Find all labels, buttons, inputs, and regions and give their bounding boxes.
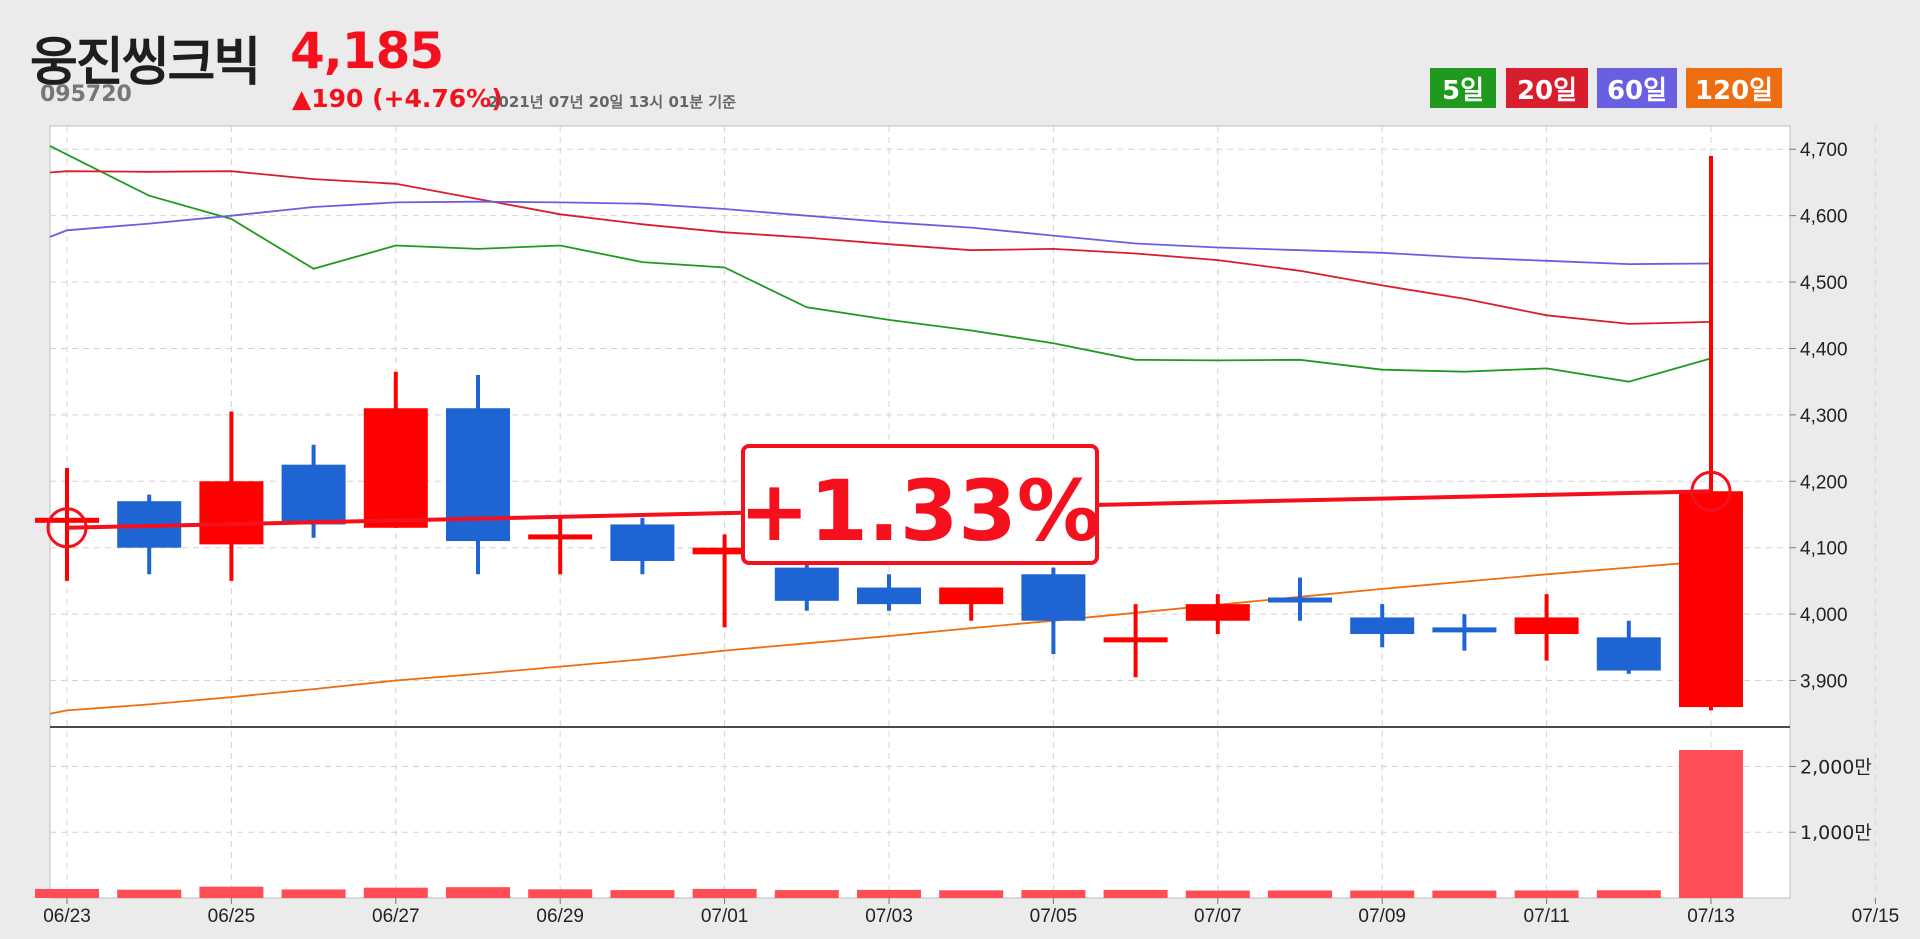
volume-tick-label: 2,000만 [1800,756,1872,778]
trend-end-marker [1690,470,1732,512]
candle-body [1021,574,1086,621]
candle-body [1514,617,1579,635]
candle-body [857,587,921,605]
y-tick-label: 4,400 [1800,339,1848,360]
volume-bar [281,889,346,898]
candle-body [1350,617,1415,635]
y-tick-label: 4,600 [1800,207,1848,228]
volume-bar [857,889,921,898]
current-price: 4,185 [290,22,444,80]
stock-code: 095720 [40,82,132,107]
volume-bar [117,889,182,898]
volume-bar [528,889,593,898]
candle-body [774,567,839,601]
candle-body [1596,637,1661,671]
price-change: ▲190 (+4.76%) [292,84,503,113]
x-tick-label: 06/27 [372,906,420,927]
volume-bar [363,887,428,898]
ma-line-60일 [49,200,1712,266]
candle-body [35,517,99,523]
candle-body [1185,604,1250,621]
legend-ma120-button[interactable]: 120일 [1686,68,1782,108]
x-tick-label: 07/15 [1852,906,1900,927]
candle-body [692,547,757,555]
volume-bar [1103,889,1168,898]
x-tick-label: 07/03 [865,906,913,927]
candle-body [1432,627,1497,633]
volume-panel [49,726,1791,899]
candle-body [1679,491,1743,708]
x-tick-label: 06/23 [43,906,91,927]
trend-start-marker [46,507,88,549]
volume-bar [35,888,99,898]
ma-line-5일 [49,145,1712,383]
volume-bar [199,886,264,898]
legend-ma60-button[interactable]: 60일 [1597,68,1677,108]
y-tick-label: 3,900 [1800,672,1848,693]
x-tick-label: 07/01 [701,906,749,927]
y-tick-label: 4,700 [1800,140,1848,161]
y-tick-label: 4,100 [1800,539,1848,560]
ma-line-120일 [49,560,1712,715]
y-tick-label: 4,300 [1800,406,1848,427]
timestamp: 2021년 07년 20일 13시 01분 기준 [488,93,736,111]
x-tick-label: 07/05 [1030,906,1078,927]
x-tick-label: 06/29 [536,906,584,927]
volume-tick-label: 1,000만 [1800,822,1872,844]
stock-name: 웅진씽크빅 [30,33,261,93]
candle-body [363,408,428,528]
candle-body [281,464,346,525]
x-tick-label: 07/09 [1358,906,1406,927]
volume-bar [446,887,510,898]
x-tick-label: 07/13 [1687,906,1735,927]
candle-body [939,587,1004,605]
x-tick-label: 07/07 [1194,906,1242,927]
volume-bar [939,890,1004,898]
y-tick-label: 4,000 [1800,605,1848,626]
volume-bar [1679,750,1743,898]
candle-body [1103,637,1168,643]
candle-body [199,481,264,545]
volume-bar [1185,890,1250,898]
candle-body [528,534,593,540]
volume-bar [1350,890,1415,898]
candle-body [1268,597,1332,603]
y-tick-label: 4,500 [1800,273,1848,294]
annotation-label: +1.33% [739,462,1101,560]
volume-bar [1268,890,1332,898]
legend-ma20-button[interactable]: 20일 [1506,68,1588,108]
ma-line-20일 [49,170,1712,325]
annotation-box [741,444,1099,565]
volume-bar [1514,890,1579,898]
x-tick-label: 06/25 [208,906,256,927]
candle-body [610,524,675,561]
volume-bar [774,890,839,898]
volume-bar [1021,890,1086,898]
volume-bar [1432,890,1497,898]
volume-bar [1596,890,1661,898]
legend-ma5-button[interactable]: 5일 [1430,68,1496,108]
volume-bar [610,890,675,898]
volume-bar [692,888,757,898]
x-tick-label: 07/11 [1524,906,1570,927]
price-panel [49,125,1791,728]
y-tick-label: 4,200 [1800,472,1848,493]
